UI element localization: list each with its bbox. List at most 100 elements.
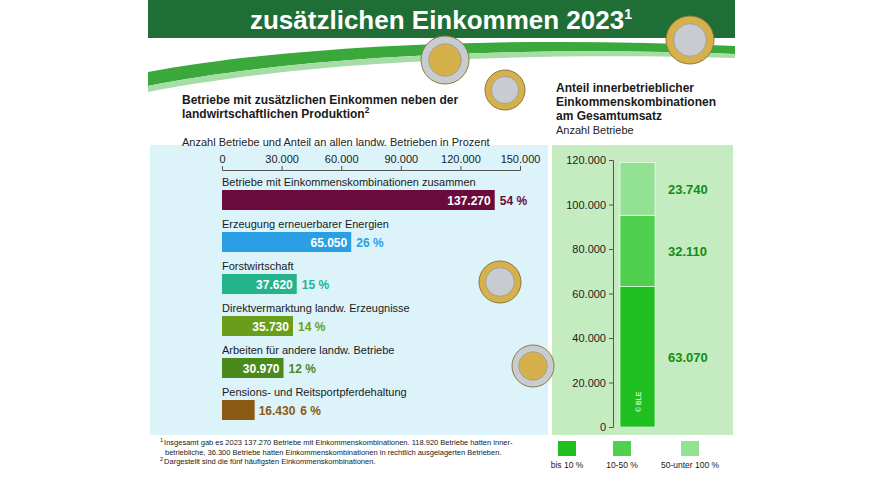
- data-label: 23.740: [668, 182, 708, 197]
- text-line: Einkommenskombinationen: [556, 95, 716, 109]
- axis-line: [223, 166, 521, 171]
- tick-mark: [341, 166, 342, 170]
- legend-label: bis 10 %: [551, 460, 584, 470]
- bar: [222, 400, 255, 420]
- bar: [222, 358, 284, 378]
- coin: [666, 16, 714, 64]
- bar-labels: Betriebe mit Einkommenskombinationen zus…: [222, 176, 527, 418]
- tick: 20.000: [572, 377, 613, 389]
- category-label: Betriebe mit Einkommenskombinationen zus…: [222, 176, 476, 188]
- legend-label: 10-50 %: [606, 460, 638, 470]
- bar-segment: [620, 287, 655, 427]
- data-label: 137.270: [447, 194, 491, 208]
- text-line: Anteil innerbetrieblicher: [556, 81, 694, 95]
- coin-ring: [485, 70, 525, 110]
- share-label: 14 %: [298, 320, 326, 334]
- text-line: Betriebe mit zusätzlichen Einkommen nebe…: [182, 93, 458, 107]
- coin-ring: [479, 261, 521, 303]
- tick-mark: [609, 205, 613, 206]
- tick-mark: [609, 338, 613, 339]
- bar-segment: [620, 215, 655, 286]
- tick: 80.000: [572, 243, 613, 255]
- tick-label: 60.000: [325, 153, 359, 165]
- infographic: zusätzlichen Einkommen 20231Betriebe mit…: [0, 0, 880, 495]
- panel-left: [150, 145, 548, 435]
- bar: [222, 190, 495, 210]
- data-label: 30.970: [243, 362, 280, 376]
- category-label: Erzeugung erneuerbarer Energien: [222, 218, 389, 230]
- tick-mark: [609, 160, 613, 161]
- data-label: 37.620: [256, 278, 293, 292]
- tick-label: 60.000: [572, 288, 606, 300]
- chart-title: Anteil innerbetrieblicherEinkommenskombi…: [556, 81, 716, 123]
- bars: [222, 190, 495, 420]
- legend: bis 10 % 10-50 % 50-unter 100 %: [551, 441, 720, 470]
- data-label: 32.110: [668, 244, 707, 259]
- tick-label: 100.000: [566, 199, 606, 211]
- tick: 120.000: [441, 153, 481, 170]
- text-line: landwirtschaftlichen Produktion: [182, 107, 365, 121]
- tick-mark: [609, 249, 613, 250]
- coin-ring: [666, 16, 714, 64]
- tick-mark: [282, 166, 283, 170]
- tick-mark: [609, 294, 613, 295]
- tick-label: 30.000: [265, 153, 299, 165]
- tick: 0: [219, 153, 225, 170]
- tick-label: 150.000: [501, 153, 541, 165]
- tick-mark: [460, 166, 461, 170]
- tick: 150.000: [501, 153, 541, 170]
- tick-label: 40.000: [572, 332, 606, 344]
- tick: 60.000: [572, 288, 613, 300]
- coin-core: [491, 76, 518, 103]
- tick-label: 0: [600, 421, 606, 433]
- coin: [479, 261, 521, 303]
- tick-label: 120.000: [441, 153, 481, 165]
- bar: [222, 232, 351, 252]
- tick-label: 80.000: [572, 243, 606, 255]
- footnote-marker: 1: [160, 437, 163, 443]
- tick-mark: [609, 427, 613, 428]
- bar: [222, 316, 293, 336]
- coin-ring: [512, 345, 554, 387]
- share-label: 12 %: [289, 362, 317, 376]
- tick-mark: [609, 383, 613, 384]
- legend-swatch: [681, 441, 699, 456]
- share-label: 54 %: [500, 194, 528, 208]
- share-label: 15 %: [302, 278, 330, 292]
- category-label: Pensions- und Reitsportpferdehaltung: [222, 386, 407, 398]
- stack-labels: 63.07032.11023.740: [668, 182, 708, 365]
- category-label: Forstwirtschaft: [222, 260, 294, 272]
- tick-mark: [222, 166, 223, 170]
- data-label: 35.730: [252, 320, 289, 334]
- tick: 90.000: [384, 153, 418, 170]
- footnote-line: betriebliche, 36.300 Betriebe hatten Ein…: [165, 448, 501, 457]
- legend-label: 50-unter 100 %: [661, 460, 720, 470]
- tick-label: 90.000: [384, 153, 418, 165]
- tick: 100.000: [566, 199, 613, 211]
- category-label: Direktvermarktung landw. Erzeugnisse: [222, 302, 410, 314]
- panel-right: [552, 145, 733, 435]
- legend-swatch: [613, 441, 631, 456]
- tick-label: 20.000: [572, 377, 606, 389]
- header-band: [148, 0, 735, 38]
- footnote-text: Insgesamt gab es 2023 137.270 Betriebe m…: [164, 438, 513, 447]
- stacked-bars: [620, 162, 655, 427]
- x-axis: 0 30.000 60.000 90.000 120.000 150.000: [219, 153, 540, 171]
- coin: [421, 36, 469, 84]
- coin-core: [429, 44, 462, 77]
- chart-subtitle: Anzahl Betriebe: [556, 124, 634, 136]
- coin: [485, 70, 525, 110]
- coin-core: [674, 24, 707, 57]
- tick-label: 0: [219, 153, 225, 165]
- footnote-marker: 1: [624, 6, 632, 22]
- coin: [512, 345, 554, 387]
- tick-mark: [401, 166, 402, 170]
- footnote-text: Dargestellt sind die fünf häufigsten Ein…: [164, 457, 375, 466]
- chart-subtitle: Anzahl Betriebe und Anteil an allen land…: [182, 136, 490, 148]
- coin-core: [486, 268, 515, 297]
- footnote-line: 1Insgesamt gab es 2023 137.270 Betriebe …: [160, 437, 513, 447]
- tick: 0: [600, 421, 613, 433]
- footnote-line: 2Dargestellt sind die fünf häufigsten Ei…: [160, 456, 375, 466]
- bar: [222, 274, 297, 294]
- credit: © BLE: [635, 391, 642, 412]
